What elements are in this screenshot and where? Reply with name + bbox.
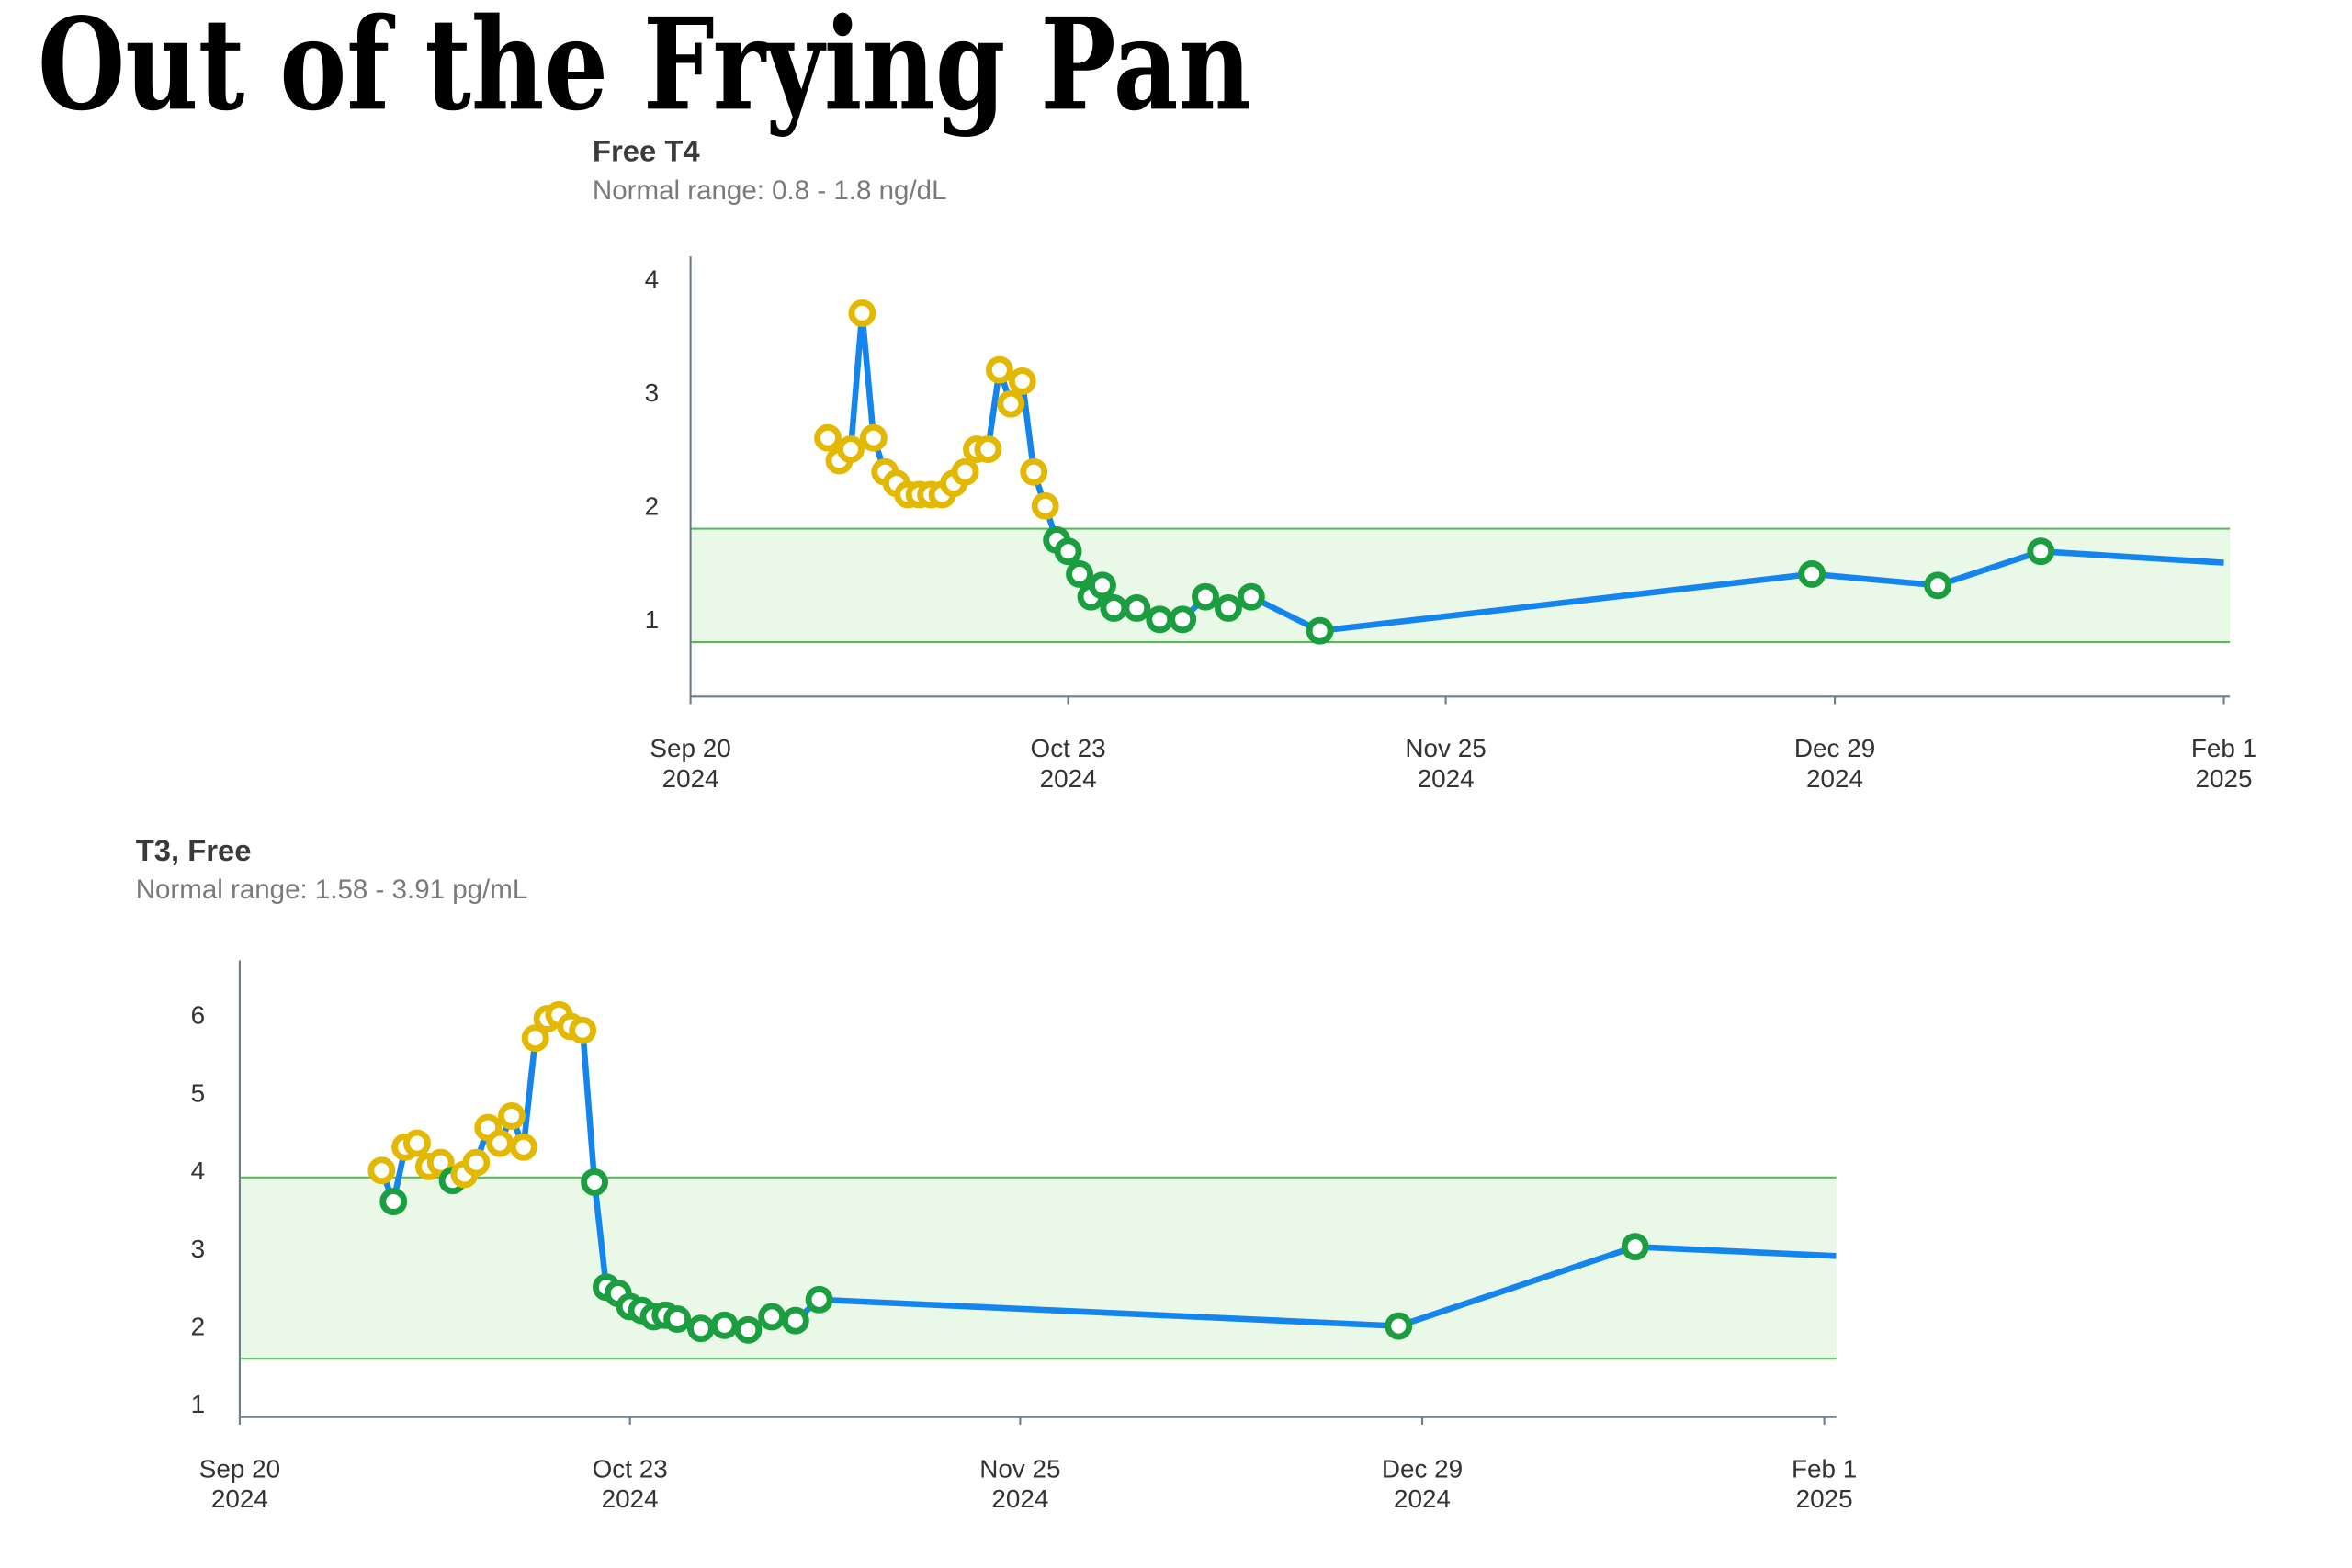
data-point-out-of-range (837, 435, 865, 464)
y-tick-label: 6 (191, 1001, 206, 1030)
x-tick-year-label: 2025 (1796, 1484, 1853, 1513)
x-tick-label: Nov 25 (1405, 734, 1486, 762)
x-tick-year-label: 2024 (211, 1484, 268, 1513)
data-point-in-range (1237, 582, 1265, 611)
data-point-out-of-range (486, 1129, 514, 1157)
x-tick-label: Nov 25 (979, 1454, 1060, 1483)
x-tick-label: Dec 29 (1382, 1454, 1463, 1483)
y-tick-label: 4 (645, 265, 660, 294)
normal-range-band (690, 528, 2231, 643)
data-point-in-range (1215, 594, 1242, 622)
chart-title: T3, Free (136, 833, 252, 867)
data-point-out-of-range (951, 457, 979, 486)
data-point-in-range (1924, 571, 1952, 600)
data-point-in-range (1798, 560, 1826, 588)
data-point-in-range (1146, 605, 1174, 634)
data-point-in-range (1306, 616, 1334, 645)
y-tick-label: 4 (191, 1156, 206, 1185)
t3-free-chart: T3, Free Normal range: 1.58 - 3.91 pg/mL… (136, 833, 1858, 1513)
y-tick-label: 2 (645, 492, 660, 521)
data-point-in-range (1100, 594, 1128, 622)
data-point-in-range (781, 1306, 809, 1335)
data-point-in-range (1192, 582, 1219, 611)
x-tick-year-label: 2024 (1394, 1484, 1451, 1513)
data-point-out-of-range (1020, 457, 1048, 486)
data-point-in-range (758, 1303, 786, 1331)
data-point-out-of-range (848, 299, 876, 327)
data-point-in-range (710, 1311, 739, 1339)
data-point-out-of-range (985, 355, 1013, 384)
x-tick-label: Sep 20 (199, 1454, 280, 1483)
chart-subtitle: Normal range: 1.58 - 3.91 pg/mL (136, 874, 528, 905)
x-tick-label: Oct 23 (1031, 734, 1106, 762)
x-tick-label: Oct 23 (593, 1454, 668, 1483)
data-point-in-range (1054, 537, 1082, 566)
x-tick-label: Dec 29 (1794, 734, 1875, 762)
data-point-in-range (805, 1285, 833, 1314)
data-point-in-range (663, 1305, 692, 1333)
data-point-out-of-range (1031, 491, 1059, 520)
chart-title: Free T4 (593, 134, 700, 168)
x-tick-year-label: 2024 (1418, 764, 1475, 793)
data-point-out-of-range (368, 1156, 396, 1185)
page-title: Out of the Frying Pan (38, 0, 1251, 139)
data-point-in-range (1169, 605, 1197, 634)
data-point-in-range (1123, 594, 1151, 622)
x-tick-label: Feb 1 (2191, 734, 2256, 762)
chart-subtitle: Normal range: 0.8 - 1.8 ng/dL (593, 175, 947, 206)
y-tick-label: 2 (191, 1312, 206, 1340)
y-tick-label: 3 (645, 378, 660, 407)
data-point-in-range (734, 1315, 763, 1344)
data-point-in-range (581, 1168, 608, 1196)
x-tick-year-label: 2024 (991, 1484, 1048, 1513)
x-tick-label: Sep 20 (650, 734, 730, 762)
data-point-out-of-range (1008, 367, 1036, 395)
x-tick-year-label: 2024 (1806, 764, 1863, 793)
data-point-out-of-range (462, 1148, 491, 1177)
x-tick-year-label: 2024 (1040, 764, 1097, 793)
data-point-in-range (2027, 537, 2055, 566)
data-point-in-range (379, 1188, 408, 1216)
data-point-out-of-range (426, 1148, 455, 1177)
data-point-in-range (1385, 1312, 1413, 1340)
x-tick-year-label: 2024 (602, 1484, 659, 1513)
x-tick-label: Feb 1 (1792, 1454, 1857, 1483)
normal-range-band (239, 1177, 1837, 1359)
data-point-out-of-range (521, 1024, 549, 1053)
data-point-in-range (1066, 560, 1093, 588)
data-point-out-of-range (403, 1129, 431, 1157)
data-point-out-of-range (569, 1016, 597, 1044)
x-tick-year-label: 2024 (662, 764, 719, 793)
data-point-in-range (1621, 1233, 1649, 1261)
data-point-out-of-range (859, 423, 888, 452)
y-tick-label: 1 (645, 605, 660, 634)
y-tick-label: 1 (191, 1390, 206, 1418)
data-point-out-of-range (509, 1133, 537, 1161)
data-point-out-of-range (498, 1101, 526, 1130)
free-t4-chart: Free T4 Normal range: 0.8 - 1.8 ng/dL 1 2… (593, 134, 2256, 793)
y-tick-label: 5 (191, 1078, 206, 1107)
x-tick-year-label: 2025 (2196, 764, 2253, 793)
data-point-out-of-range (997, 389, 1025, 418)
data-point-in-range (1089, 571, 1116, 600)
data-point-out-of-range (814, 423, 842, 452)
y-tick-label: 3 (191, 1235, 206, 1263)
data-point-out-of-range (974, 435, 1002, 464)
data-point-in-range (686, 1314, 715, 1343)
